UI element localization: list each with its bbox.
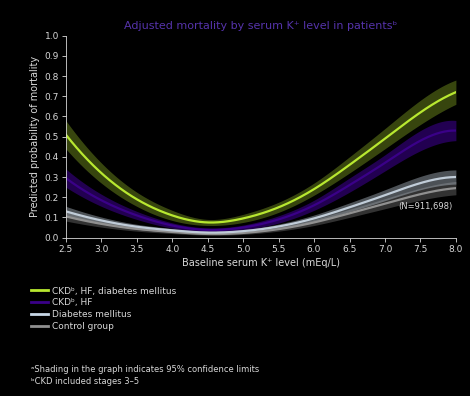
Text: ᵃShading in the graph indicates 95% confidence limits
ᵇCKD included stages 3–5: ᵃShading in the graph indicates 95% conf…	[31, 365, 259, 386]
Text: (N=911,698): (N=911,698)	[398, 202, 452, 211]
Y-axis label: Predicted probability of mortality: Predicted probability of mortality	[30, 56, 40, 217]
Legend: CKDᵇ, HF, diabetes mellitus, CKDᵇ, HF, Diabetes mellitus, Control group: CKDᵇ, HF, diabetes mellitus, CKDᵇ, HF, D…	[31, 287, 176, 331]
X-axis label: Baseline serum K⁺ level (mEq/L): Baseline serum K⁺ level (mEq/L)	[182, 258, 340, 268]
Title: Adjusted mortality by serum K⁺ level in patientsᵇ: Adjusted mortality by serum K⁺ level in …	[124, 21, 398, 31]
